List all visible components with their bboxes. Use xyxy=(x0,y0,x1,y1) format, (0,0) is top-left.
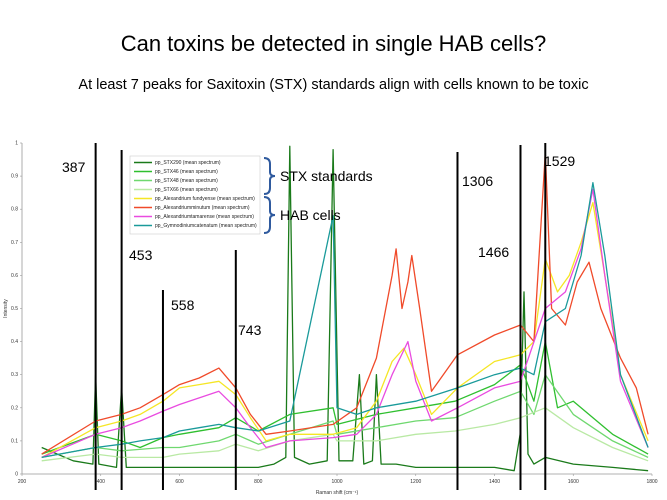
series-line-6 xyxy=(41,152,649,455)
slide-title: Can toxins be detected in single HAB cel… xyxy=(120,31,547,56)
x-tick-label: 1200 xyxy=(410,479,421,485)
y-tick-label: 0.2 xyxy=(11,405,18,411)
y-tick-label: 0.8 xyxy=(11,207,18,213)
peak-label-1306: 1306 xyxy=(462,173,493,189)
y-tick-label: 0.1 xyxy=(11,438,18,444)
peak-label-387: 387 xyxy=(62,159,86,175)
x-tick-label: 1000 xyxy=(331,479,342,485)
peak-label-1466: 1466 xyxy=(478,244,509,260)
peak-label-558: 558 xyxy=(171,297,195,313)
slide-subtitle: At least 7 peaks for Saxitoxin (STX) sta… xyxy=(78,77,589,93)
legend-entry-3: pp_STX48 (mean spectrum) xyxy=(155,178,218,184)
group-label-2: HAB cells xyxy=(280,207,341,223)
y-tick-label: 0 xyxy=(15,472,18,478)
legend-entry-1: pp_STX290 (mean spectrum) xyxy=(155,160,221,166)
group-brace-2 xyxy=(263,196,276,234)
x-tick-label: 1800 xyxy=(646,479,657,485)
x-tick-label: 1600 xyxy=(568,479,579,485)
group-brace-1 xyxy=(263,157,276,195)
legend-box xyxy=(129,155,261,235)
legend-entry-8: pp_Gymnodiniumcatenatum (mean spectrum) xyxy=(155,223,257,229)
series-line-5 xyxy=(41,201,649,458)
x-tick-label: 400 xyxy=(97,479,106,485)
legend-entry-2: pp_STX46 (mean spectrum) xyxy=(155,169,218,175)
y-tick-label: 0.6 xyxy=(11,273,18,279)
x-axis-label: Raman shift (cm⁻¹) xyxy=(316,490,359,496)
y-tick-label: 0.5 xyxy=(11,306,18,312)
series-line-3 xyxy=(41,374,649,459)
y-tick-label: 0.3 xyxy=(11,372,18,378)
legend-entry-6: pp_Alexandriumminutum (mean spectrum) xyxy=(155,205,250,211)
y-tick-label: 1 xyxy=(15,141,18,147)
legend-entry-5: pp_Alexandrium fundyense (mean spectrum) xyxy=(155,196,255,202)
legend-entry-7: pp_Alexandriumtamarense (mean spectrum) xyxy=(155,214,254,220)
x-tick-label: 600 xyxy=(175,479,184,485)
peak-label-453: 453 xyxy=(129,247,153,263)
series-line-8 xyxy=(41,182,649,459)
y-tick-label: 0.9 xyxy=(11,174,18,180)
x-tick-label: 200 xyxy=(18,479,27,485)
legend-entry-4: pp_STX66 (mean spectrum) xyxy=(155,187,218,193)
peak-label-743: 743 xyxy=(238,322,262,338)
peak-label-1529: 1529 xyxy=(544,153,575,169)
y-axis-label: Intensity xyxy=(3,299,9,318)
y-tick-label: 0.7 xyxy=(11,240,18,246)
x-tick-label: 800 xyxy=(254,479,263,485)
x-tick-label: 1400 xyxy=(489,479,500,485)
group-label-1: STX standards xyxy=(280,168,373,184)
series-line-2 xyxy=(41,340,649,455)
series-line-7 xyxy=(41,188,649,458)
y-tick-label: 0.4 xyxy=(11,339,18,345)
